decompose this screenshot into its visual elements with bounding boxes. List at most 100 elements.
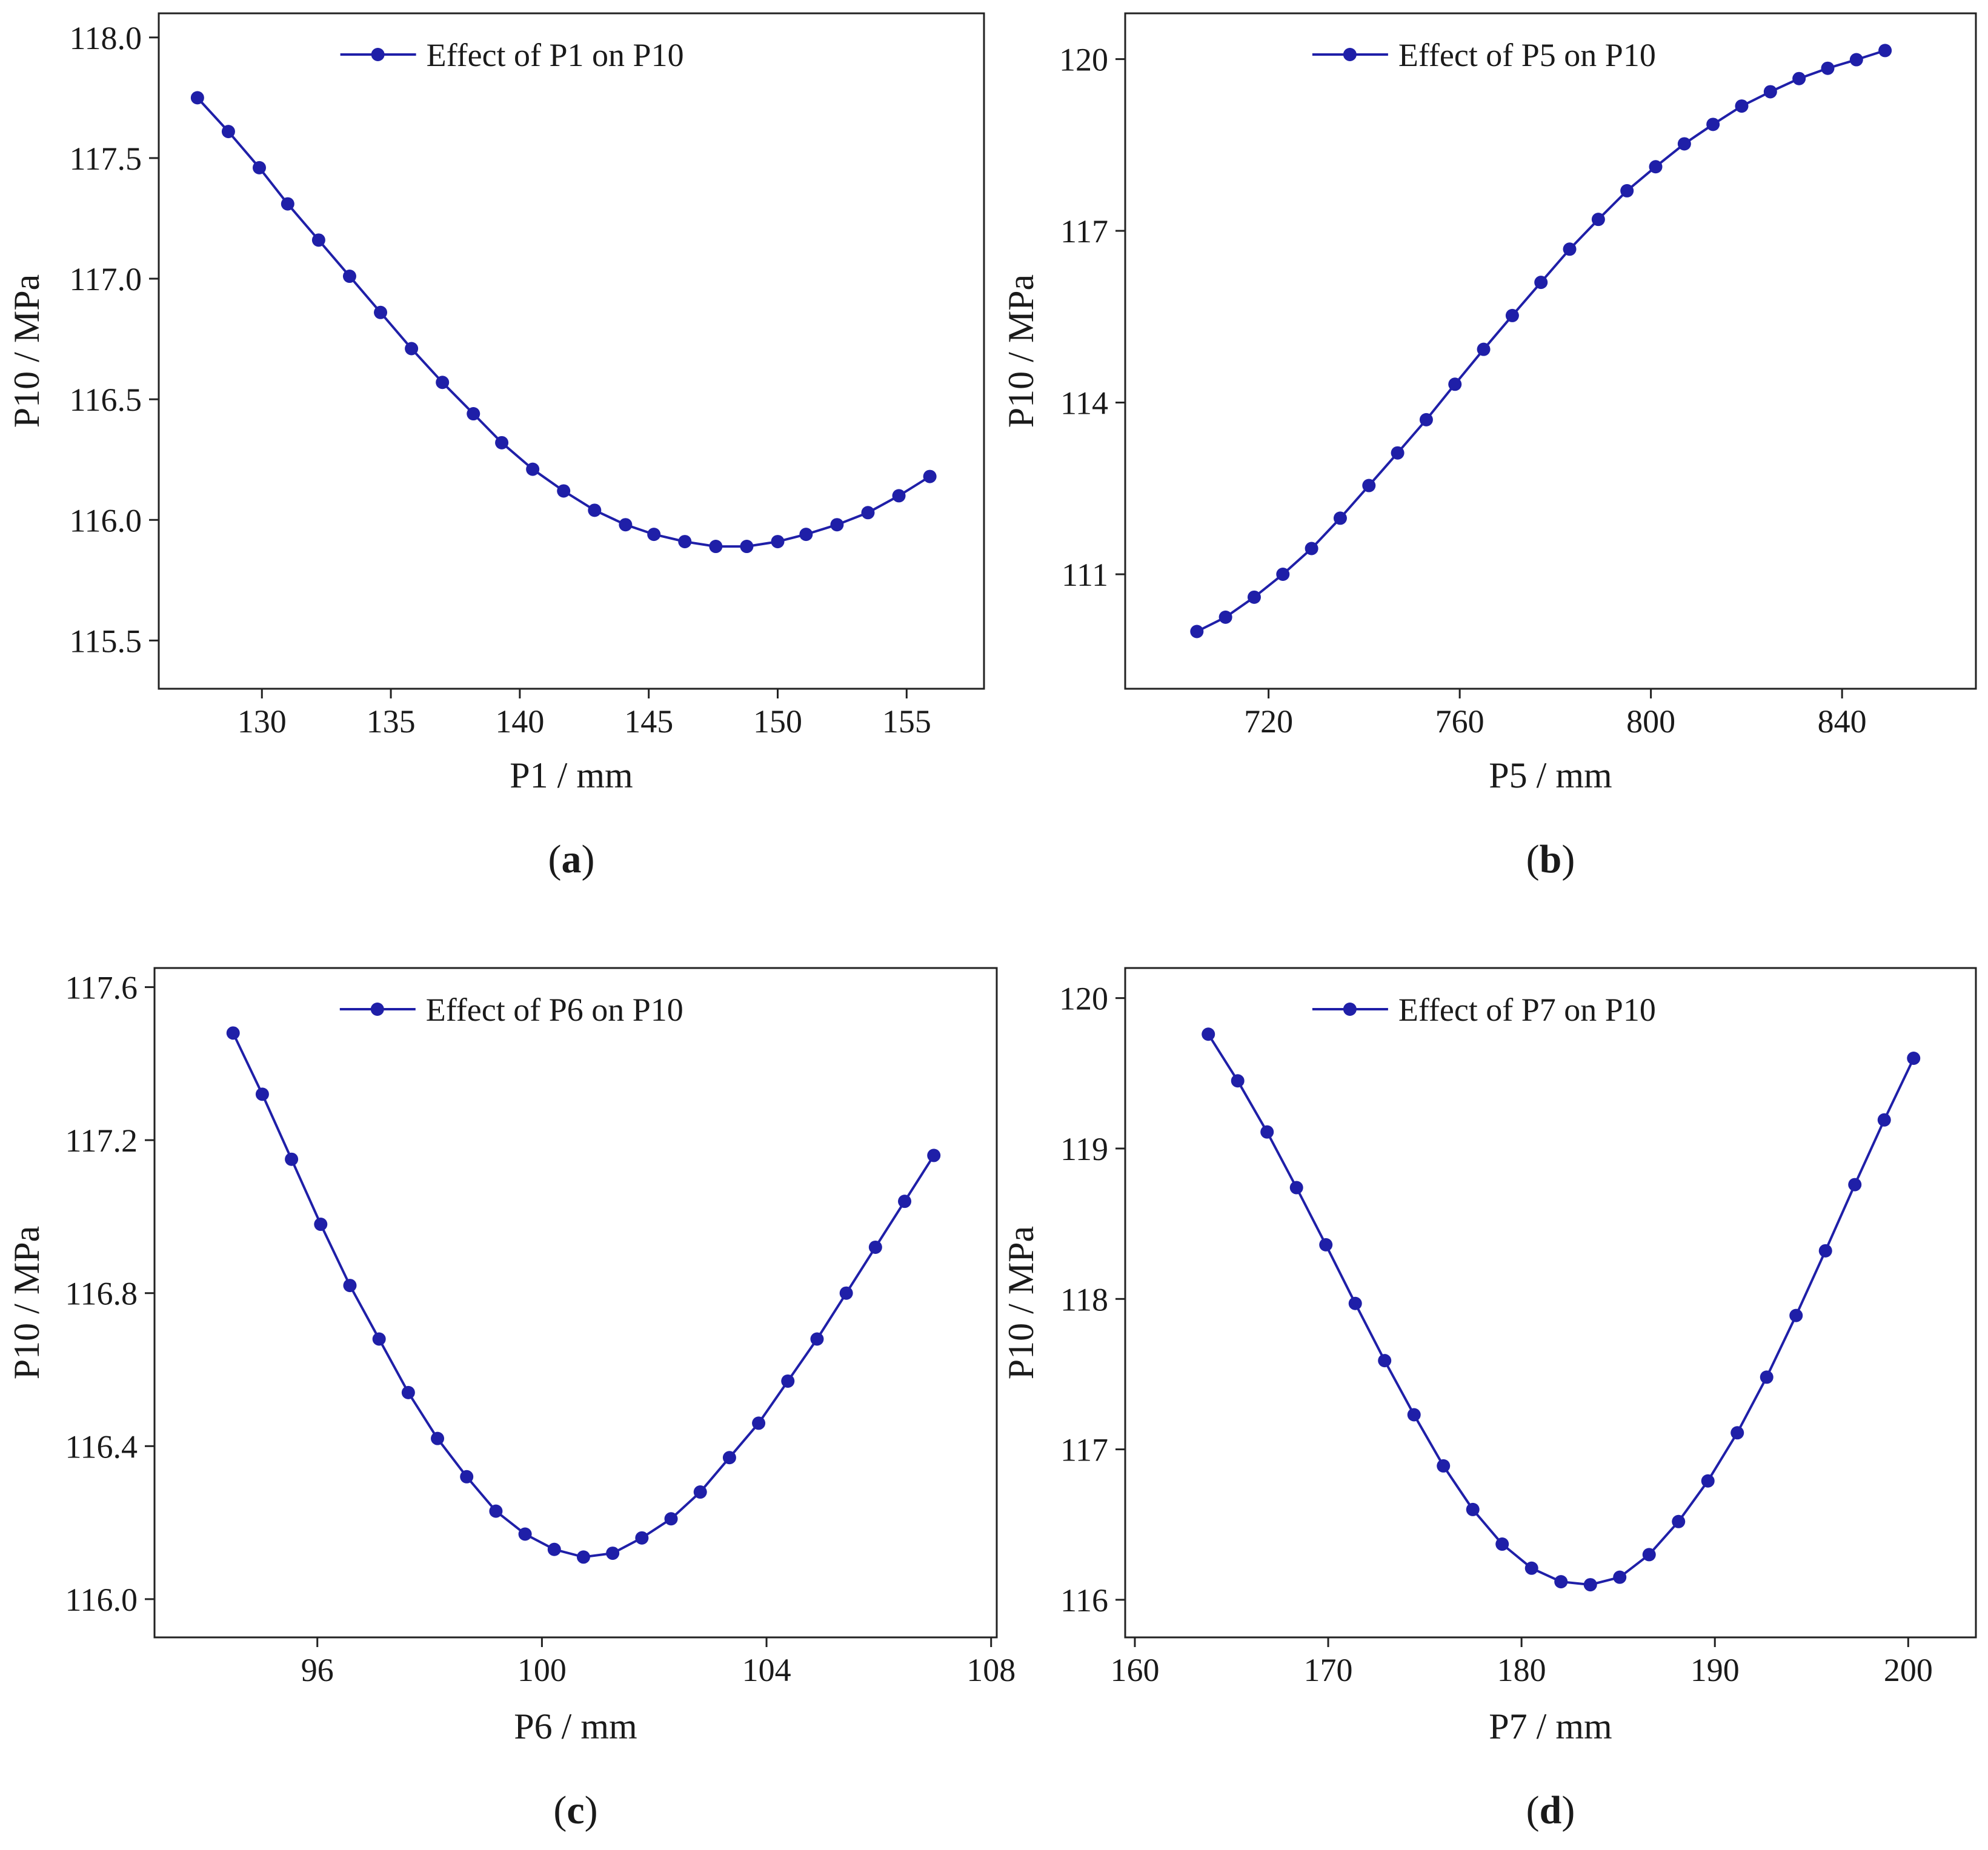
plot-frame — [1124, 967, 1977, 1639]
data-point — [1706, 118, 1720, 131]
data-point — [1620, 184, 1634, 197]
data-point — [619, 518, 633, 532]
y-tick-label: 118.0 — [70, 20, 142, 56]
panel-letter: b — [1540, 837, 1562, 881]
legend-marker — [371, 48, 385, 61]
data-point — [635, 1531, 649, 1545]
panel-label: (b) — [1526, 837, 1575, 881]
series-line — [1196, 49, 1886, 633]
legend-label: Effect of P6 on P10 — [426, 992, 683, 1028]
data-point — [892, 489, 906, 503]
panel-letter: d — [1540, 1788, 1562, 1832]
plot-frame — [153, 967, 998, 1639]
data-point — [1505, 308, 1519, 322]
data-point — [1583, 1578, 1597, 1592]
x-tick-label: 200 — [1884, 1652, 1933, 1688]
legend-label: Effect of P7 on P10 — [1398, 992, 1656, 1028]
data-point — [1218, 610, 1232, 624]
y-tick-label: 114 — [1060, 385, 1108, 422]
data-point — [664, 1512, 678, 1526]
data-point — [405, 342, 419, 356]
x-tick-label: 760 — [1435, 703, 1484, 740]
x-tick-label: 720 — [1244, 703, 1293, 740]
y-tick-label: 116.4 — [65, 1428, 138, 1465]
y-tick-label: 116.0 — [65, 1582, 138, 1618]
y-tick-label: 115.5 — [70, 623, 142, 659]
data-point — [495, 436, 509, 449]
data-point — [1789, 1308, 1803, 1322]
data-point — [861, 506, 875, 520]
data-point — [839, 1286, 853, 1300]
data-point — [343, 1279, 357, 1293]
y-tick-label: 117.2 — [65, 1122, 138, 1159]
data-point — [1877, 1113, 1891, 1127]
x-axis-title: P5 / mm — [1489, 755, 1612, 795]
legend-label: Effect of P5 on P10 — [1398, 37, 1656, 73]
data-point — [1231, 1074, 1245, 1088]
data-point — [810, 1332, 824, 1346]
data-point — [314, 1218, 328, 1232]
data-point — [1202, 1027, 1215, 1041]
data-point — [1792, 71, 1806, 85]
x-tick-label: 135 — [367, 703, 416, 740]
y-axis-title: P10 / MPa — [1001, 274, 1041, 428]
plot-frame — [1124, 12, 1977, 690]
data-point — [1260, 1125, 1274, 1139]
legend-label: Effect of P1 on P10 — [427, 37, 684, 73]
y-tick-label: 117.5 — [70, 141, 142, 177]
data-point — [1701, 1474, 1715, 1488]
data-point — [1348, 1296, 1362, 1310]
data-point — [1735, 99, 1749, 113]
data-point — [1763, 85, 1777, 99]
x-tick-label: 180 — [1497, 1652, 1546, 1688]
series-line — [1207, 1033, 1915, 1586]
y-tick-label: 117 — [1060, 213, 1108, 250]
data-point — [693, 1485, 707, 1499]
data-point — [1878, 44, 1892, 58]
y-tick-label: 120 — [1059, 981, 1108, 1017]
data-point — [576, 1550, 590, 1564]
data-point — [1437, 1459, 1451, 1473]
data-point — [460, 1470, 474, 1484]
chart-panel-c: 96 100 104 108 116.0 116.4 116.8 117.2 117.6 P6 /… — [7, 967, 1016, 1832]
data-point — [709, 540, 723, 554]
data-point — [190, 91, 204, 105]
y-tick-label: 118 — [1060, 1281, 1108, 1318]
data-point — [1848, 1178, 1862, 1192]
x-tick-label: 108 — [966, 1652, 1016, 1688]
data-point — [1289, 1181, 1303, 1195]
legend-marker — [1343, 1003, 1357, 1016]
data-point — [226, 1026, 240, 1040]
legend-marker — [1343, 48, 1357, 61]
x-tick-label: 800 — [1626, 703, 1675, 740]
data-point — [1305, 542, 1318, 555]
data-point — [526, 462, 540, 476]
y-tick-label: 117 — [1060, 1432, 1108, 1468]
data-point — [1391, 446, 1405, 460]
data-point — [1495, 1537, 1509, 1551]
x-tick-label: 840 — [1818, 703, 1867, 740]
x-axis-title: P6 / mm — [514, 1706, 637, 1746]
x-tick-label: 140 — [495, 703, 544, 740]
legend-marker — [370, 1003, 384, 1016]
data-point — [799, 528, 813, 542]
data-point — [1477, 342, 1491, 356]
data-point — [1849, 53, 1863, 67]
data-point — [401, 1385, 415, 1399]
chart-panel-d: 160 170 180 190 200 116 117 118 119 120 P7 / mm P10… — [1001, 967, 1977, 1832]
series-line — [196, 97, 931, 548]
data-point — [431, 1431, 445, 1445]
data-point — [1821, 61, 1835, 75]
data-point — [722, 1451, 736, 1465]
data-point — [281, 197, 294, 211]
panel-letter: a — [562, 837, 582, 881]
y-tick-label: 111 — [1062, 557, 1108, 593]
data-point — [221, 125, 235, 139]
data-point — [1907, 1051, 1921, 1065]
x-tick-label: 104 — [742, 1652, 791, 1688]
data-point — [1276, 568, 1290, 582]
y-tick-label: 116 — [1060, 1582, 1108, 1619]
panel-letter: c — [567, 1788, 584, 1832]
x-tick-label: 190 — [1690, 1652, 1740, 1688]
